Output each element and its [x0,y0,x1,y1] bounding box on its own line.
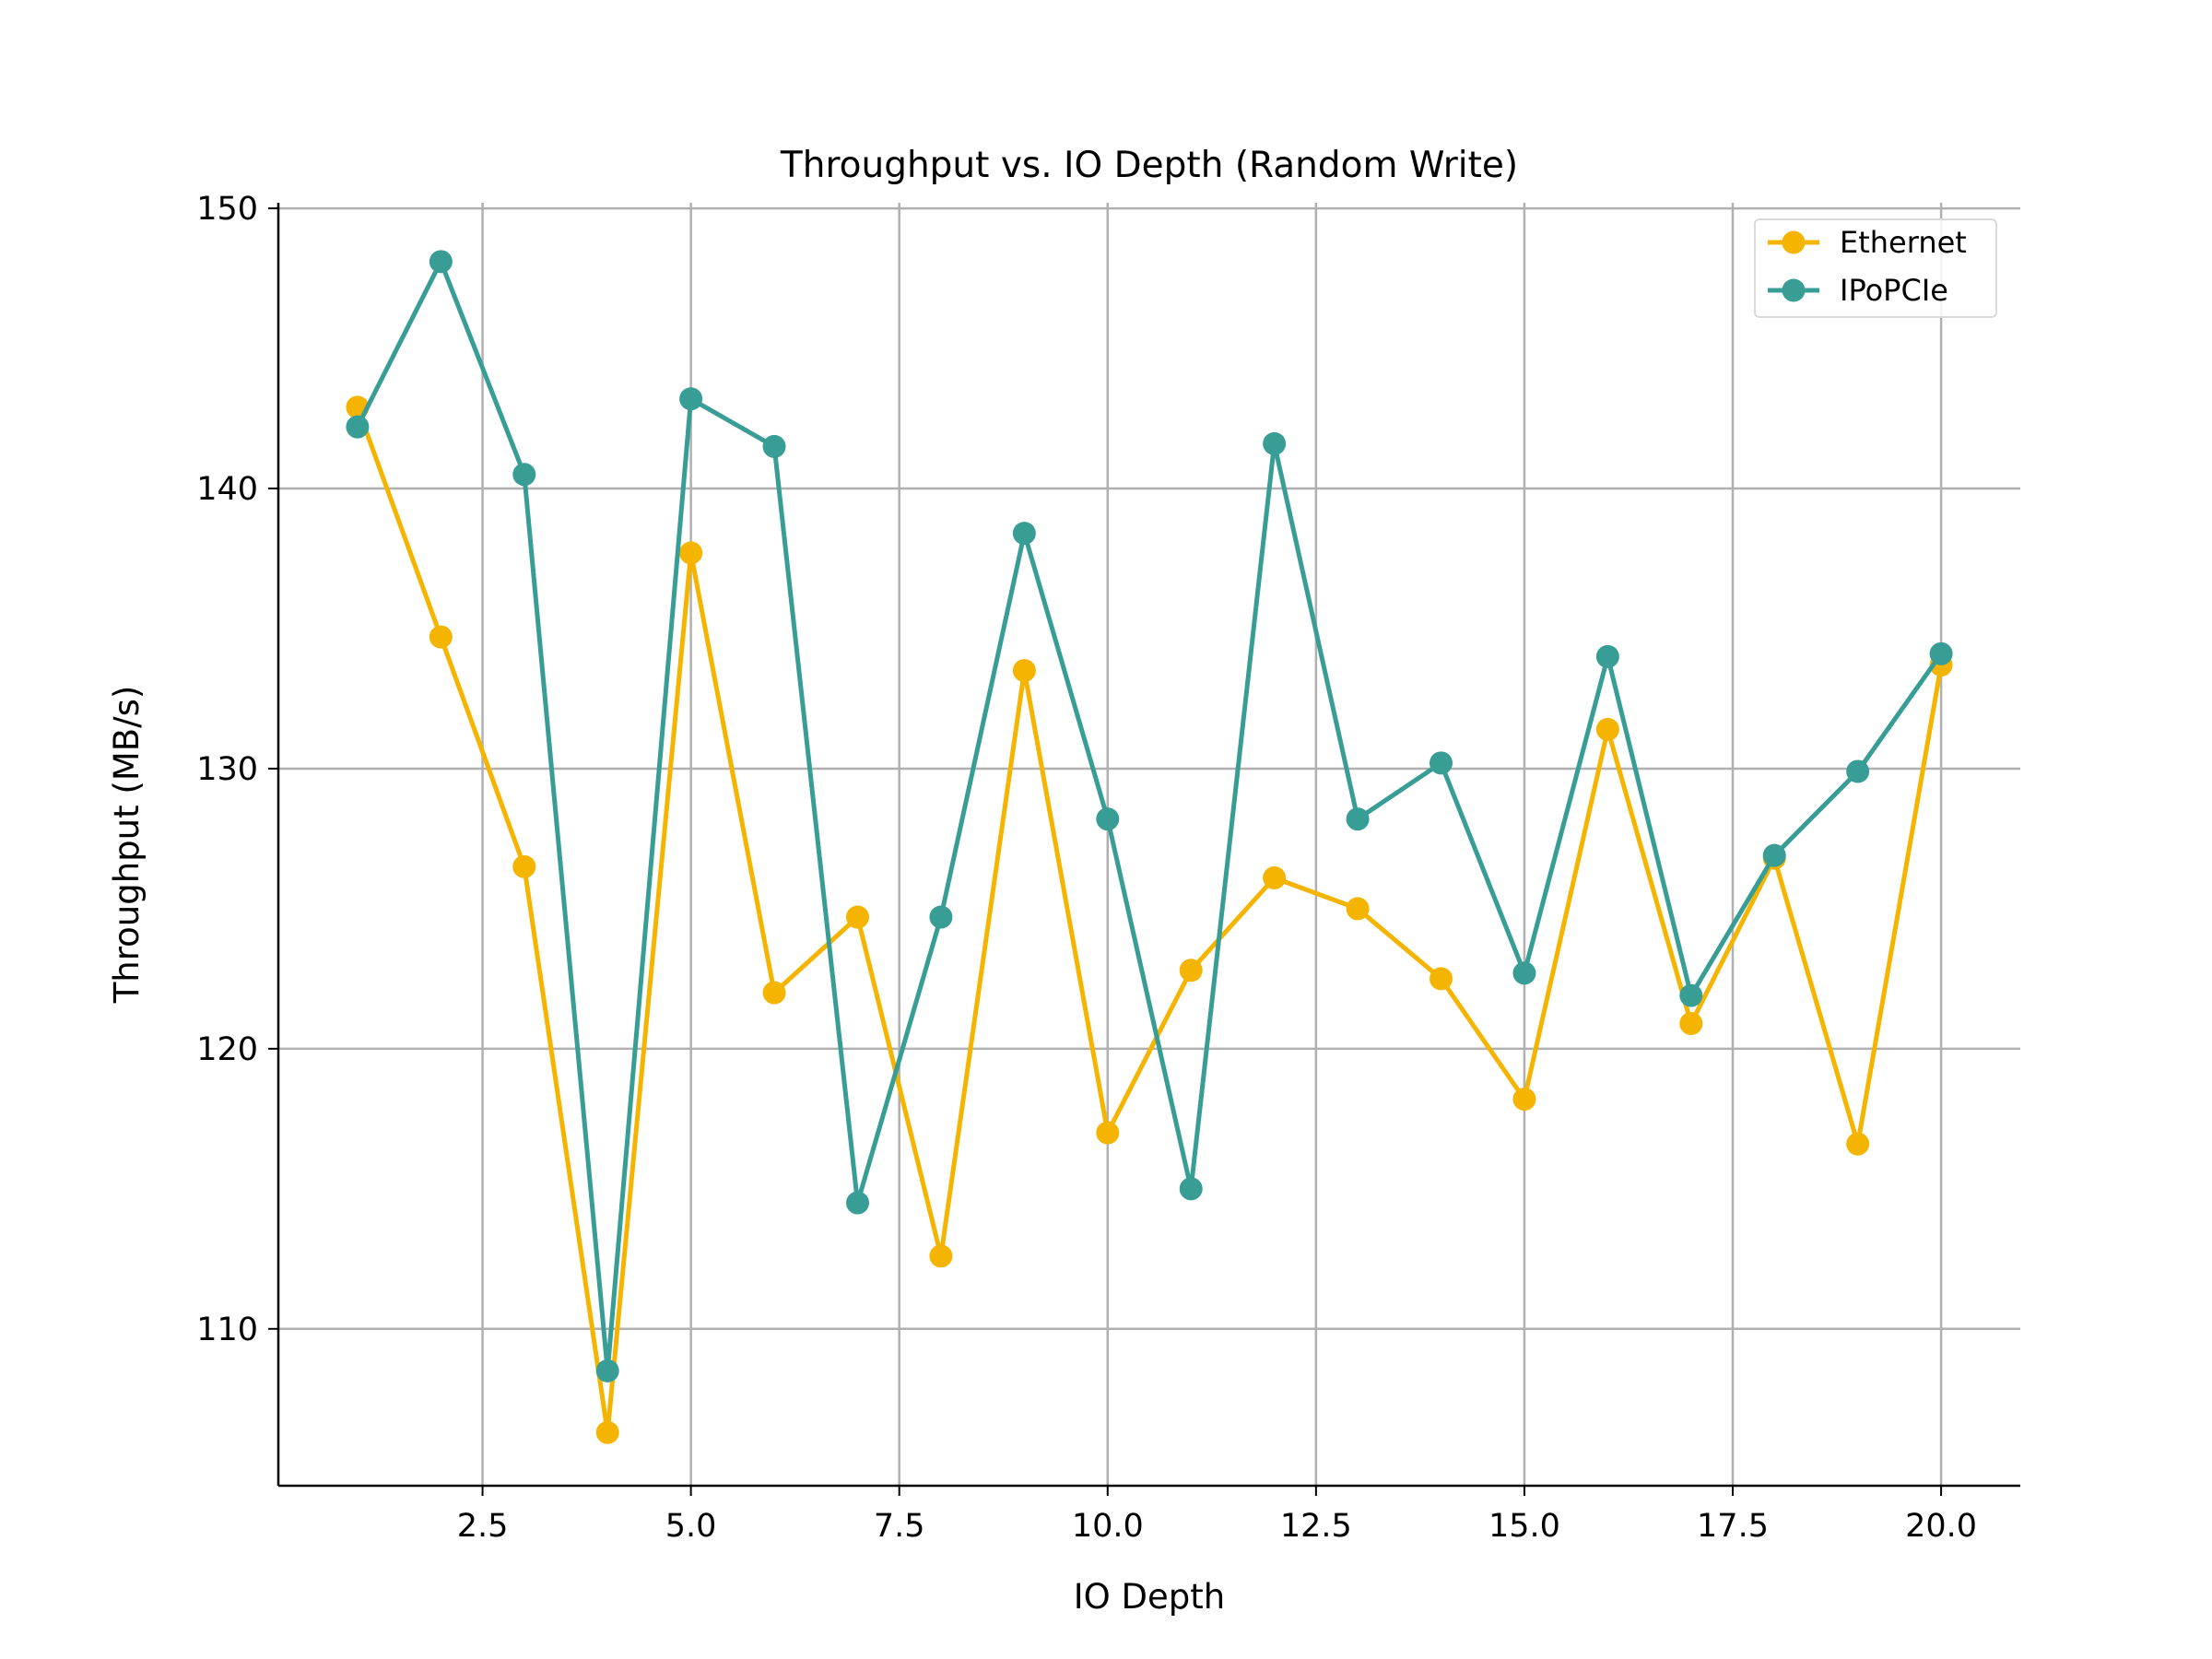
series-ethernet [346,395,1953,1444]
data-point-ipopcie-13 [1346,807,1370,831]
legend-item-ipopcie: IPoPCIe [1768,273,1948,308]
x-axis-title: IO Depth [1074,1577,1226,1617]
data-point-ethernet-4 [595,1420,619,1444]
data-point-ethernet-6 [762,981,786,1005]
data-point-ethernet-9 [1012,659,1036,683]
legend-items: Ethernet IPoPCIe [1768,225,1967,308]
y-tick-label-2: 130 [196,751,258,788]
x-tick-label-6: 17.5 [1697,1508,1769,1545]
legend-marker-ipopcie [1782,278,1806,302]
data-point-ipopcie-5 [679,387,703,411]
data-series [346,250,1953,1444]
data-point-ipopcie-14 [1430,751,1453,775]
y-tick-label-0: 110 [196,1312,258,1348]
grid-lines [278,203,2020,1486]
x-tick-label-7: 20.0 [1905,1508,1977,1545]
legend-label-ethernet: Ethernet [1840,225,1967,260]
x-tick-label-0: 2.5 [457,1508,509,1545]
chart-title: Throughput vs. IO Depth (Random Write) [780,145,1518,186]
data-point-ethernet-5 [679,541,703,565]
data-point-ipopcie-18 [1762,843,1786,867]
data-point-ethernet-19 [1846,1132,1870,1156]
data-point-ethernet-8 [929,1244,953,1268]
data-point-ipopcie-20 [1929,641,1953,665]
data-point-ethernet-10 [1096,1121,1120,1145]
data-point-ethernet-16 [1595,717,1619,741]
y-axis-title: Throughput (MB/s) [107,686,147,1005]
data-point-ipopcie-17 [1679,983,1703,1007]
data-point-ipopcie-12 [1263,431,1287,455]
x-tick-label-3: 10.0 [1072,1508,1144,1545]
data-point-ethernet-12 [1263,865,1287,889]
data-point-ipopcie-1 [346,415,370,439]
data-point-ethernet-3 [512,854,536,878]
x-tick-label-1: 5.0 [665,1508,717,1545]
y-tick-label-1: 120 [196,1031,258,1068]
axes [268,203,2020,1496]
x-tick-label-2: 7.5 [874,1508,925,1545]
data-point-ethernet-17 [1679,1012,1703,1036]
data-point-ipopcie-19 [1846,759,1870,783]
y-tick-label-3: 140 [196,471,258,508]
data-point-ipopcie-7 [845,1191,869,1215]
legend: Ethernet IPoPCIe [1754,218,1997,318]
data-point-ipopcie-16 [1595,644,1619,668]
data-point-ethernet-14 [1430,967,1453,991]
x-tick-label-4: 12.5 [1280,1508,1352,1545]
tick-labels: 2.5 5.0 7.5 10.0 12.5 15.0 17.5 20.0 110 120 130 14… [196,191,1977,1545]
x-tick-label-5: 15.0 [1488,1508,1560,1545]
legend-marker-ethernet [1782,230,1806,254]
data-point-ethernet-7 [845,905,869,929]
data-point-ipopcie-4 [595,1359,619,1382]
data-point-ethernet-13 [1346,897,1370,921]
data-point-ipopcie-3 [512,463,536,487]
data-point-ipopcie-6 [762,434,786,458]
series-ipopcie [346,250,1953,1382]
data-point-ipopcie-8 [929,905,953,929]
data-point-ethernet-11 [1179,959,1203,982]
series-line-ipopcie [355,259,1944,1373]
legend-label-ipopcie: IPoPCIe [1840,273,1948,308]
legend-item-ethernet: Ethernet [1768,225,1967,260]
data-point-ipopcie-11 [1179,1177,1203,1201]
series-line-ethernet [355,406,1944,1435]
data-point-ipopcie-2 [429,250,453,274]
data-point-ethernet-15 [1512,1088,1536,1112]
data-point-ipopcie-10 [1096,807,1120,831]
y-tick-label-4: 150 [196,191,258,228]
data-point-ipopcie-15 [1512,961,1536,985]
data-point-ethernet-2 [429,625,453,649]
data-point-ipopcie-9 [1012,522,1036,546]
